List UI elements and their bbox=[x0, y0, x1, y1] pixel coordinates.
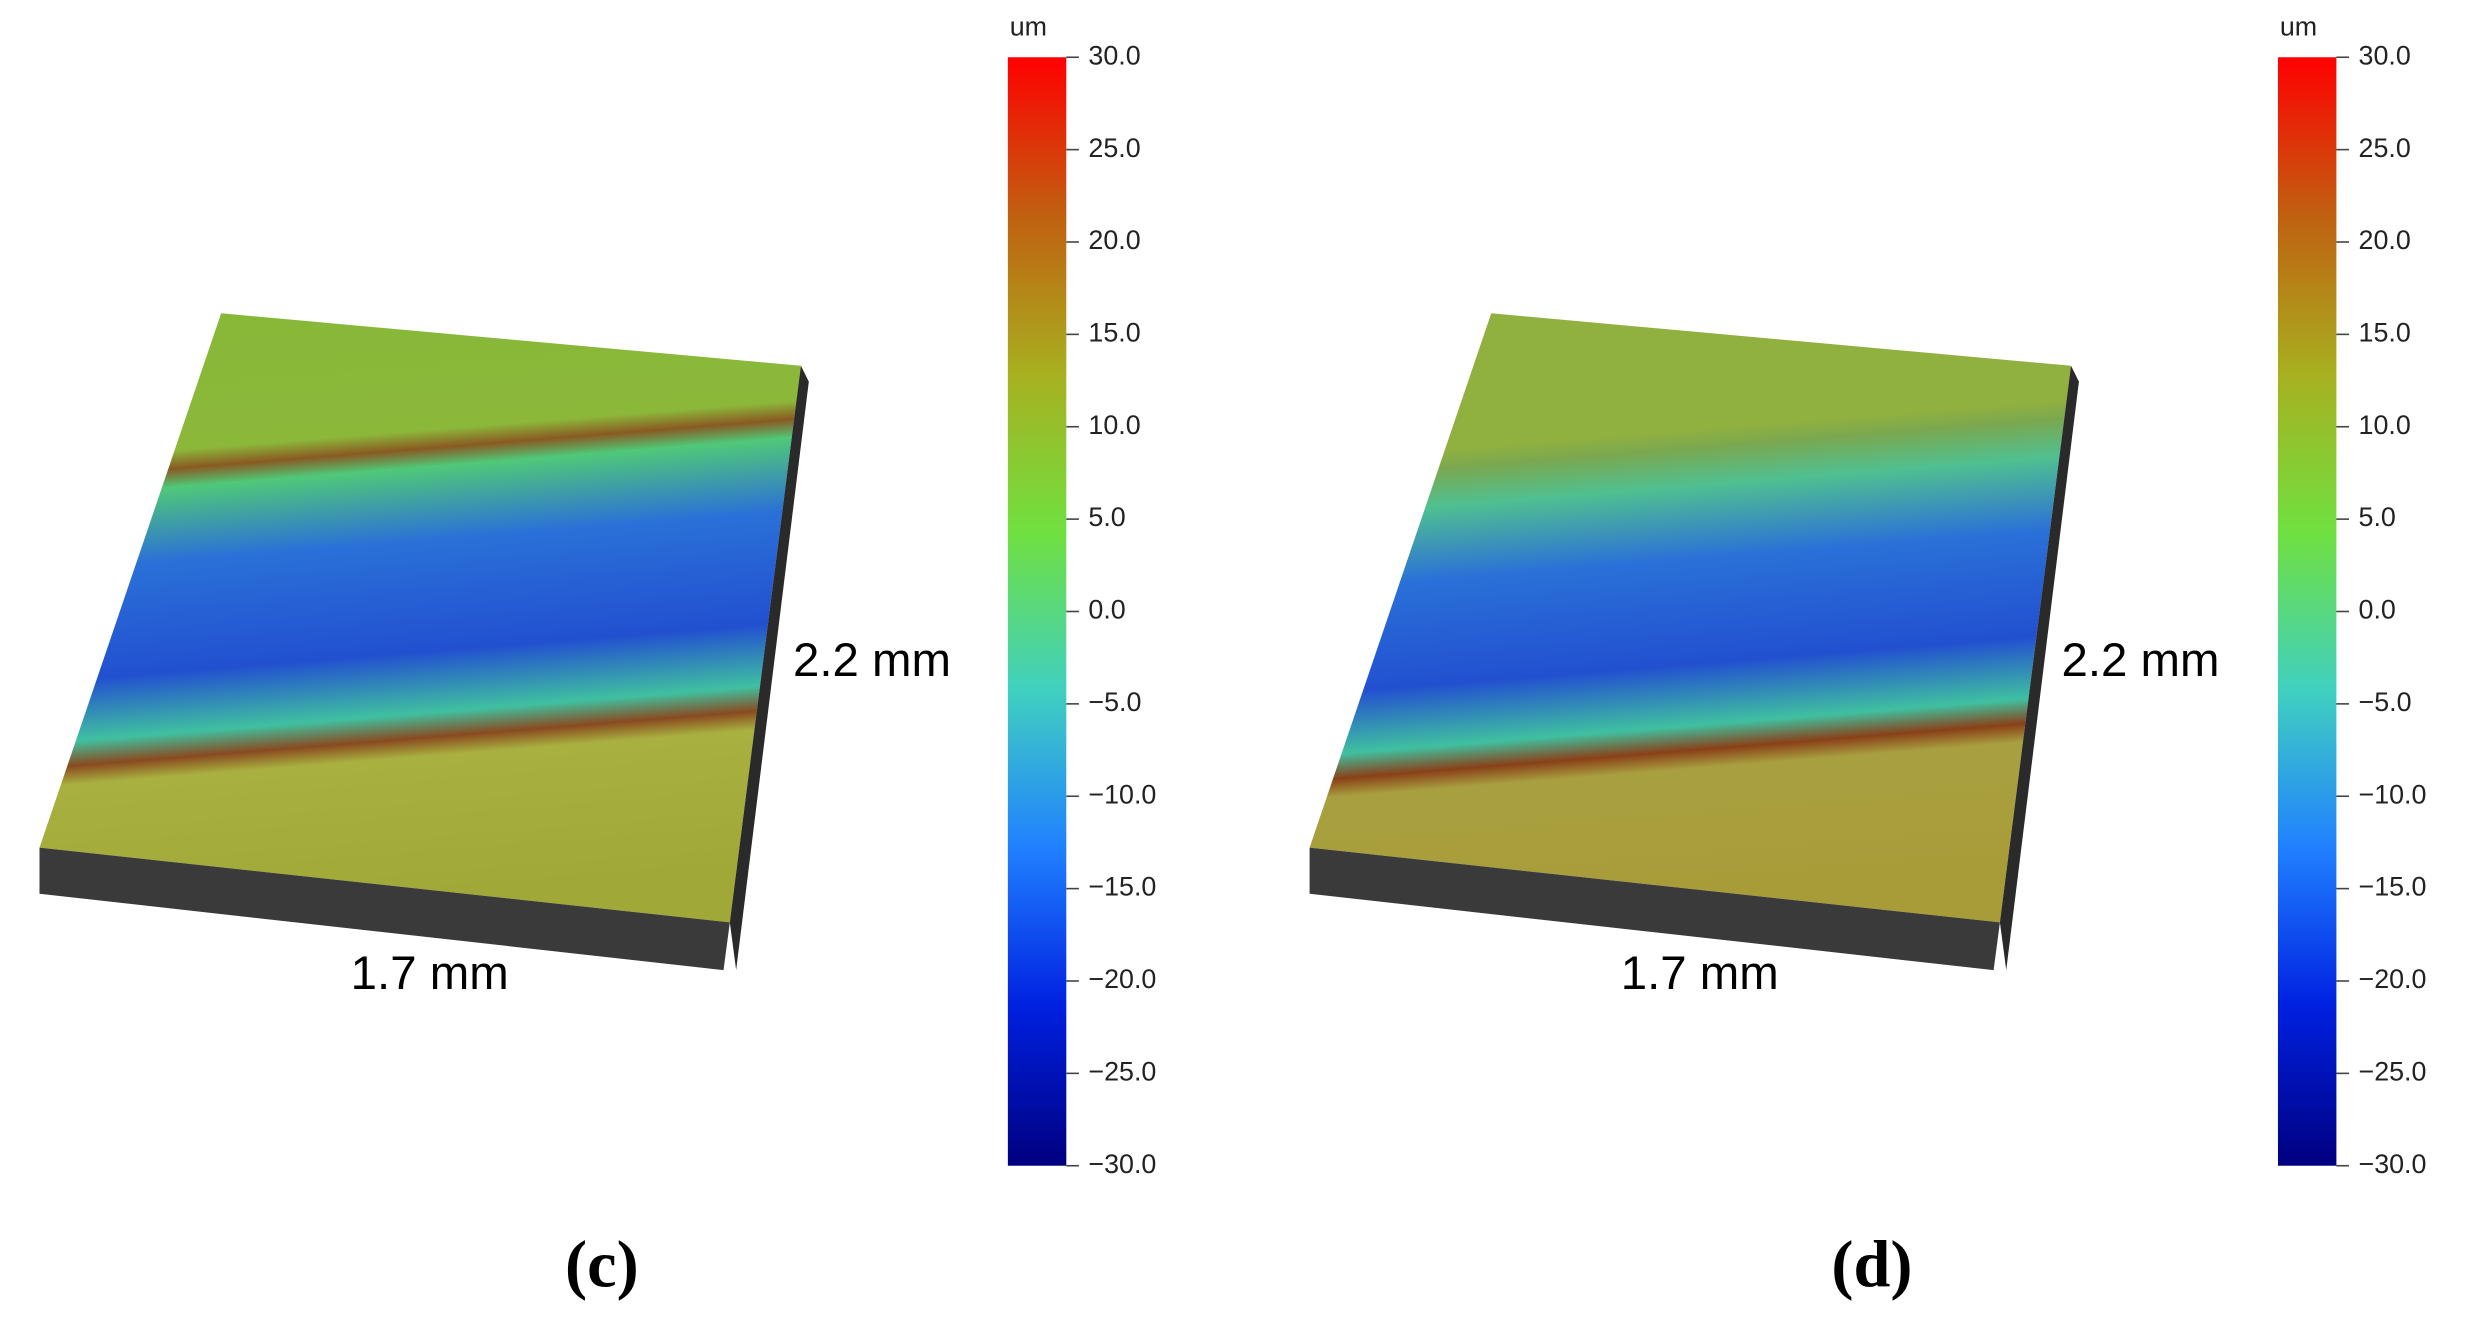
colorbar-tick-label: 25.0 bbox=[2359, 133, 2411, 163]
colorbar-tick-label: −15.0 bbox=[1088, 872, 1156, 902]
colorbar-tick-label: 25.0 bbox=[1088, 133, 1140, 163]
colorbar-tick-label: 5.0 bbox=[1088, 502, 1125, 532]
colorbar-tick-label: 20.0 bbox=[2359, 225, 2411, 255]
surface-d bbox=[1309, 313, 2079, 971]
surface-c bbox=[39, 313, 809, 971]
colorbar-tick-label: −5.0 bbox=[2359, 687, 2412, 717]
colorbar-tick-label: −5.0 bbox=[1088, 687, 1141, 717]
depth-label: 2.2 mm bbox=[793, 634, 951, 687]
colorbar-tick-label: −25.0 bbox=[1088, 1056, 1156, 1086]
colorbar-tick-label: −30.0 bbox=[1088, 1149, 1156, 1179]
colorbar-tick-label: 30.0 bbox=[1088, 40, 1140, 70]
colorbar-tick-label: −10.0 bbox=[1088, 779, 1156, 809]
colorbar-tick-label: 15.0 bbox=[1088, 317, 1140, 347]
colorbar-tick-label: −15.0 bbox=[2359, 872, 2427, 902]
colorbar-tick-label: 10.0 bbox=[1088, 410, 1140, 440]
colorbar-tick-label: 0.0 bbox=[1088, 595, 1125, 625]
panel-label: (d) bbox=[1831, 1228, 1912, 1301]
colorbar bbox=[1007, 57, 1067, 1166]
colorbar-tick-label: 5.0 bbox=[2359, 502, 2396, 532]
colorbar-unit: um bbox=[2280, 12, 2317, 42]
colorbar-tick-label: 10.0 bbox=[2359, 410, 2411, 440]
colorbar-tick-label: 0.0 bbox=[2359, 595, 2396, 625]
width-label: 1.7 mm bbox=[1621, 947, 1779, 1000]
colorbar-tick-label: 30.0 bbox=[2359, 40, 2411, 70]
colorbar-tick-label: 20.0 bbox=[1088, 225, 1140, 255]
panel-label: (c) bbox=[565, 1228, 639, 1301]
width-label: 1.7 mm bbox=[351, 947, 509, 1000]
colorbar-tick-label: −20.0 bbox=[2359, 964, 2427, 994]
colorbar bbox=[2277, 57, 2337, 1166]
colorbar-tick-label: −20.0 bbox=[1088, 964, 1156, 994]
depth-label: 2.2 mm bbox=[2062, 634, 2220, 687]
colorbar-tick-label: −10.0 bbox=[2359, 779, 2427, 809]
colorbar-tick-label: 15.0 bbox=[2359, 317, 2411, 347]
colorbar-unit: um bbox=[1010, 12, 1047, 42]
colorbar-tick-label: −25.0 bbox=[2359, 1056, 2427, 1086]
colorbar-tick-label: −30.0 bbox=[2359, 1149, 2427, 1179]
